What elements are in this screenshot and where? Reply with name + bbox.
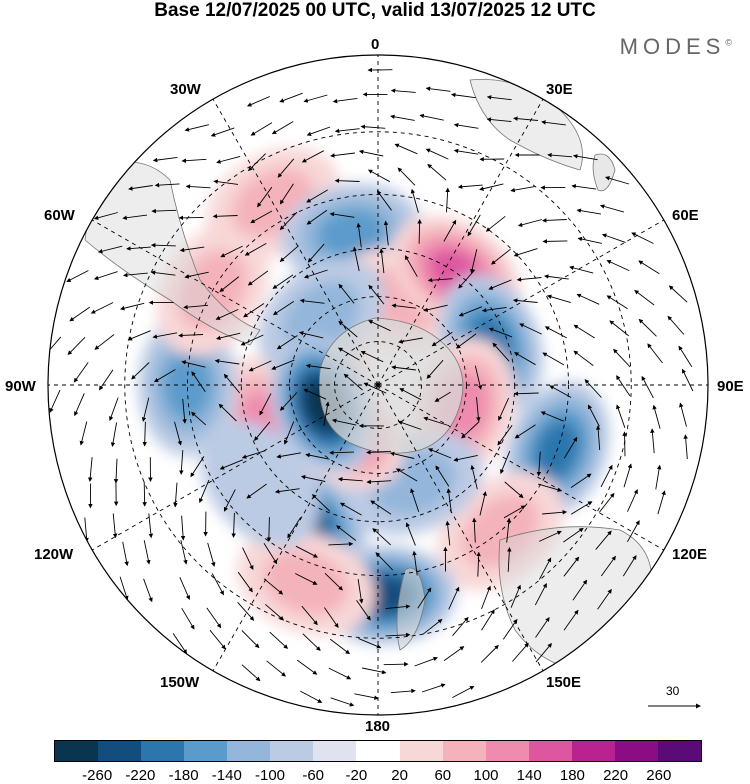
lon-label-150e: 150E <box>546 675 581 691</box>
colorbar-segment <box>141 741 184 761</box>
lon-label-30e: 30E <box>546 82 573 98</box>
wind-vector-arrow <box>384 664 408 665</box>
lon-label-90e: 90E <box>717 379 744 395</box>
colorbar-segment <box>658 741 701 761</box>
wind-vector-arrow <box>180 217 204 218</box>
colorbar-segment <box>313 741 356 761</box>
reference-vector-label: 30 <box>666 684 679 698</box>
colorbar-tick-label: -220 <box>125 767 155 784</box>
south-pole-marker <box>376 383 380 387</box>
colorbar-segment <box>55 741 98 761</box>
lon-label-120w: 120W <box>34 547 73 563</box>
colorbar-tick-label: -140 <box>212 767 242 784</box>
wind-vector-arrow <box>625 432 626 456</box>
colorbar-tick-label: -260 <box>82 767 112 784</box>
colorbar-segment <box>572 741 615 761</box>
wind-vector-arrow <box>543 241 567 242</box>
lon-label-30w: 30W <box>170 82 201 98</box>
lon-label-180: 180 <box>365 719 390 735</box>
colorbar-tick-label: -60 <box>302 767 324 784</box>
colorbar-tick-label: -180 <box>169 767 199 784</box>
lon-label-120e: 120E <box>672 547 707 563</box>
lon-label-0: 0 <box>371 37 379 53</box>
lon-label-150w: 150W <box>160 675 199 691</box>
colorbar-tick-label: 20 <box>391 767 408 784</box>
colorbar-segment <box>529 741 572 761</box>
colorbar-segment <box>486 741 529 761</box>
colorbar-tick-label: 260 <box>646 767 671 784</box>
colorbar-segment <box>443 741 486 761</box>
colorbar <box>54 740 702 762</box>
colorbar-tick-label: -100 <box>255 767 285 784</box>
colorbar-tick-label: 220 <box>603 767 628 784</box>
colorbar-segment <box>98 741 141 761</box>
anomaly-contour <box>163 351 211 420</box>
wind-vector-arrow <box>419 220 420 244</box>
lon-label-90w: 90W <box>5 379 36 395</box>
colorbar-segment <box>615 741 658 761</box>
lon-label-60e: 60E <box>672 208 699 224</box>
colorbar-segment <box>270 741 313 761</box>
colorbar-tick-label: -20 <box>346 767 368 784</box>
wind-vector-arrow <box>144 482 145 506</box>
colorbar-segment <box>184 741 227 761</box>
colorbar-tick-label: 140 <box>517 767 542 784</box>
colorbar-segment <box>400 741 443 761</box>
colorbar-segment <box>227 741 270 761</box>
colorbar-tick-label: 180 <box>560 767 585 784</box>
lon-label-60w: 60W <box>44 208 75 224</box>
wind-vector-arrow <box>269 517 270 541</box>
colorbar-segment <box>356 741 399 761</box>
colorbar-tick-label: 60 <box>434 767 451 784</box>
colorbar-tick-label: 100 <box>473 767 498 784</box>
